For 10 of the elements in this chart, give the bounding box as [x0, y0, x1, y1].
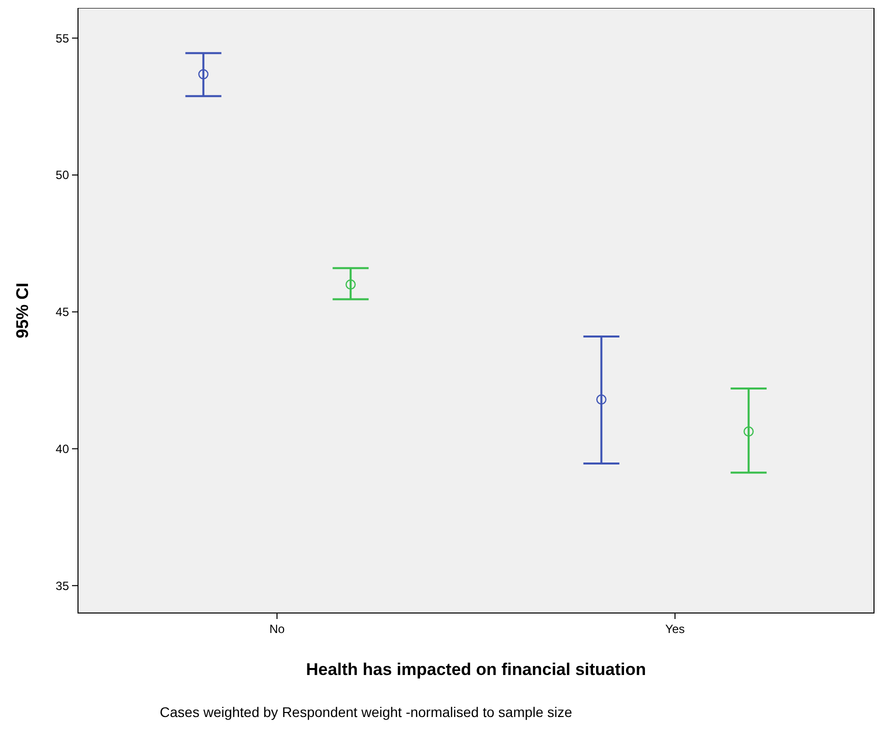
y-axis-title: 95% CI — [13, 282, 32, 338]
text: Cases weighted by Respondent weight -normalised to sample size — [160, 704, 572, 720]
y-tick-label: 45 — [56, 305, 70, 320]
x-tick-label: No — [269, 622, 285, 636]
y-tick-label: 50 — [56, 168, 70, 182]
y-tick-label: 40 — [56, 442, 70, 456]
x-tick-label: Yes — [665, 622, 685, 636]
x-axis-title: Health has impacted on financial situation — [306, 660, 646, 679]
y-tick-label: 55 — [56, 31, 70, 46]
y-tick-label: 35 — [56, 578, 70, 593]
